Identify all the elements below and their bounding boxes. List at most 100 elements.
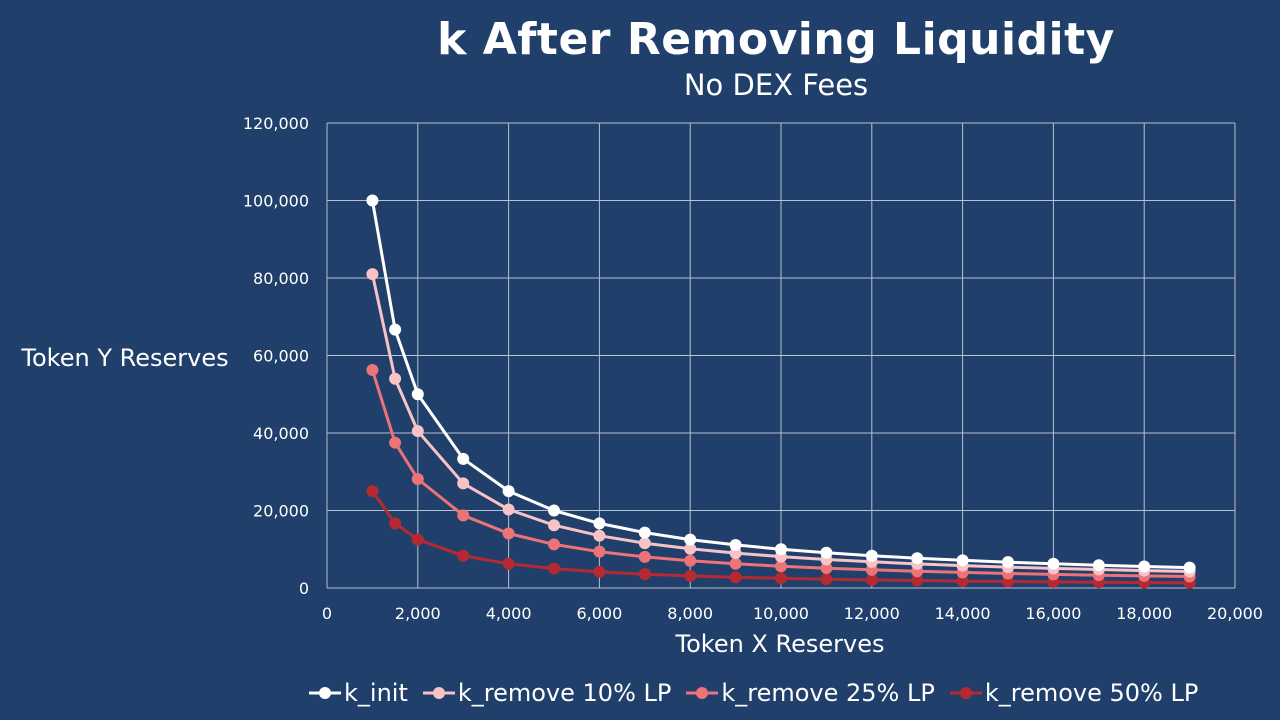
y-tick-label: 60,000 [253, 347, 309, 366]
data-point [729, 571, 742, 584]
legend-item: k_remove 50% LP [949, 679, 1198, 707]
legend-item: k_remove 10% LP [422, 679, 671, 707]
y-tick-label: 120,000 [243, 114, 309, 133]
series-line [370, 200, 1190, 570]
x-tick-label: 14,000 [935, 604, 991, 623]
data-point [729, 557, 742, 570]
data-point [956, 554, 969, 567]
data-point [638, 526, 651, 539]
data-point [502, 527, 515, 540]
y-tick-label: 20,000 [253, 502, 309, 521]
data-point [457, 452, 470, 465]
legend-swatch [309, 687, 341, 699]
y-axis-label: Token Y Reserves [20, 344, 228, 372]
y-tick-label: 80,000 [253, 269, 309, 288]
data-point [911, 552, 924, 565]
data-point [1138, 560, 1151, 573]
x-tick-label: 2,000 [395, 604, 441, 623]
legend-item: k_init [308, 679, 408, 707]
data-point [389, 436, 402, 449]
series-line [370, 273, 1190, 573]
data-point [548, 519, 560, 532]
legend-item: k_remove 25% LP [685, 679, 935, 707]
data-point [865, 549, 878, 562]
x-tick-label: 6,000 [576, 604, 622, 623]
data-point [366, 194, 379, 207]
data-point [1092, 559, 1105, 572]
data-point [638, 568, 651, 581]
x-axis-label: Token X Reserves [675, 630, 885, 658]
data-point [411, 533, 424, 546]
data-point [593, 565, 606, 578]
x-tick-label: 16,000 [1025, 604, 1081, 623]
x-tick-label: 10,000 [753, 604, 809, 623]
data-point [684, 533, 697, 546]
data-point [638, 537, 651, 550]
data-point [457, 477, 470, 490]
data-point [684, 554, 697, 567]
data-point [366, 268, 379, 281]
data-point [548, 538, 560, 551]
data-point [1047, 557, 1060, 570]
chart-subtitle: No DEX Fees [683, 68, 869, 102]
tick-labels: 0 2,000 4,000 6,000 8,000 10,000 12,000 14,000 1… [243, 114, 1263, 623]
x-tick-label: 20,000 [1207, 604, 1263, 623]
data-point [911, 574, 924, 587]
y-tick-label: 0 [299, 579, 309, 598]
x-tick-label: 18,000 [1116, 604, 1172, 623]
data-point [411, 425, 424, 438]
legend-label: k_remove 25% LP [721, 679, 935, 707]
series-1 [366, 194, 1196, 574]
data-point [684, 569, 697, 582]
data-point [1002, 556, 1014, 569]
legend-swatch [422, 687, 455, 699]
legend-swatch [949, 687, 982, 699]
data-point [548, 504, 560, 517]
data-point [457, 509, 470, 522]
data-point [502, 485, 515, 498]
series-layer [366, 194, 1196, 589]
data-point [457, 549, 470, 562]
data-point [638, 550, 651, 563]
series-line [371, 490, 1190, 585]
data-point [775, 560, 787, 573]
data-point [775, 543, 787, 556]
data-point [366, 364, 379, 377]
legend-label: k_remove 10% LP [457, 679, 672, 707]
chart-title: k After Removing Liquidity [437, 14, 1115, 65]
data-point [593, 517, 606, 530]
data-point [593, 529, 606, 542]
grid-layer [326, 122, 1236, 589]
data-point [820, 573, 833, 586]
data-point [820, 562, 833, 575]
legend-label: k_remove 50% LP [984, 679, 1199, 707]
y-tick-label: 100,000 [243, 192, 309, 211]
x-tick-label: 0 [322, 604, 332, 623]
data-point [502, 503, 515, 516]
data-point [956, 575, 969, 588]
legend-label: k_init [344, 679, 408, 707]
data-point [548, 562, 560, 575]
data-point [684, 542, 697, 555]
chart-legend: k_init k_remove 10% LP k_remove 25% LP k_re… [308, 677, 1268, 709]
x-tick-label: 12,000 [844, 604, 900, 623]
x-tick-label: 4,000 [486, 604, 532, 623]
data-point [411, 473, 424, 486]
data-point [775, 572, 787, 585]
y-tick-label: 40,000 [253, 424, 309, 443]
data-point [502, 557, 515, 570]
data-point [593, 545, 606, 558]
data-point [820, 546, 833, 559]
data-point [411, 388, 424, 401]
data-point [865, 573, 878, 586]
data-point [366, 485, 379, 498]
data-point [389, 517, 402, 530]
legend-swatch [686, 687, 719, 699]
series-line [370, 369, 1190, 578]
data-point [729, 538, 742, 551]
data-point [389, 323, 402, 336]
data-point [1183, 561, 1196, 574]
data-point [389, 372, 402, 385]
x-tick-label: 8,000 [667, 604, 713, 623]
